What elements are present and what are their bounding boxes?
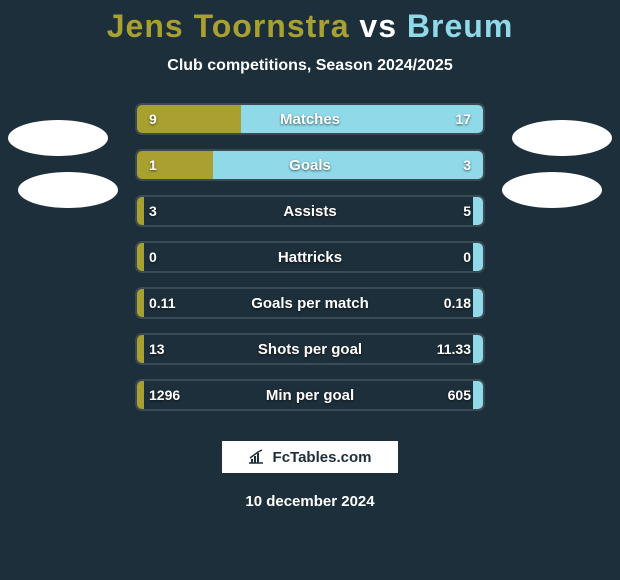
bar-label: Hattricks (137, 243, 483, 271)
bar-label: Goals (137, 151, 483, 179)
subtitle: Club competitions, Season 2024/2025 (0, 57, 620, 75)
player2-avatar-placeholder-1 (512, 120, 612, 156)
bar-value-right: 3 (463, 151, 471, 179)
stat-row: Goals per match0.11 0.18 (135, 287, 485, 319)
stat-row: Goals1 3 (135, 149, 485, 181)
date: 10 december 2024 (0, 493, 620, 510)
bar-label: Matches (137, 105, 483, 133)
bar-value-right: 0.18 (444, 289, 471, 317)
bar-value-right: 17 (455, 105, 471, 133)
stat-row: Hattricks0 0 (135, 241, 485, 273)
vs-text: vs (359, 8, 397, 44)
title: Jens Toornstra vs Breum (0, 8, 620, 45)
comparison-card: Jens Toornstra vs Breum Club competition… (0, 0, 620, 580)
bar-value-right: 5 (463, 197, 471, 225)
stats-bars: Matches917Goals13Assists35Hattricks00Goa… (135, 103, 485, 411)
bar-label: Shots per goal (137, 335, 483, 363)
logo-box: FcTables.com (220, 439, 400, 475)
bar-label: Goals per match (137, 289, 483, 317)
stat-row: Min per goal1296 605 (135, 379, 485, 411)
bar-value-right: 11.33 (437, 335, 471, 363)
chart-icon (249, 449, 267, 465)
player1-avatar-placeholder-1 (8, 120, 108, 156)
bar-value-left: 0 (149, 243, 157, 271)
bar-value-left: 0.11 (149, 289, 175, 317)
player2-avatar-placeholder-2 (502, 172, 602, 208)
logo-text: FcTables.com (273, 449, 372, 466)
bar-label: Assists (137, 197, 483, 225)
stat-row: Shots per goal13 11.33 (135, 333, 485, 365)
bar-value-left: 9 (149, 105, 157, 133)
bar-value-right: 0 (463, 243, 471, 271)
stat-row: Assists3 5 (135, 195, 485, 227)
bar-value-left: 1296 (149, 381, 180, 409)
bar-label: Min per goal (137, 381, 483, 409)
bar-value-left: 13 (149, 335, 165, 363)
player1-avatar-placeholder-2 (18, 172, 118, 208)
player2-name: Breum (407, 8, 513, 44)
bar-value-left: 3 (149, 197, 157, 225)
stat-row: Matches9 17 (135, 103, 485, 135)
bar-value-right: 605 (448, 381, 471, 409)
bar-value-left: 1 (149, 151, 157, 179)
player1-name: Jens Toornstra (107, 8, 350, 44)
